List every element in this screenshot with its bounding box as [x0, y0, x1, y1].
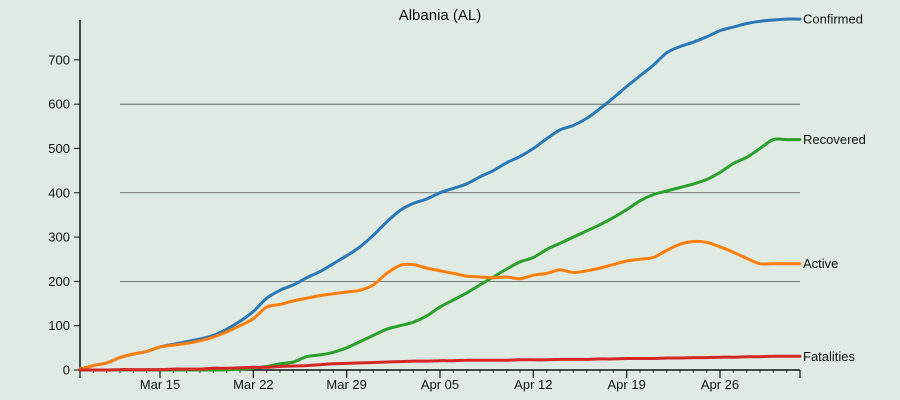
chart-title: Albania (AL): [399, 7, 482, 24]
y-tick-label-700: 700: [48, 52, 70, 67]
series-label-recovered: Recovered: [803, 132, 866, 147]
x-tick-label: Apr 19: [608, 377, 646, 392]
x-tick-label: Mar 29: [326, 377, 366, 392]
y-tick-label-300: 300: [48, 230, 70, 245]
series-label-confirmed: Confirmed: [803, 12, 863, 27]
x-tick-label: Apr 12: [514, 377, 552, 392]
x-tick-label: Mar 22: [233, 377, 273, 392]
x-tick-label: Apr 26: [701, 377, 739, 392]
x-tick-label: Mar 15: [140, 377, 180, 392]
series-labels: Confirmed Recovered Active Fatalities: [803, 12, 866, 364]
y-tick-label-400: 400: [48, 185, 70, 200]
y-tick-label-500: 500: [48, 141, 70, 156]
series-line-confirmed: [78, 17, 802, 371]
series-lines: [78, 17, 802, 372]
series-label-fatalities: Fatalities: [803, 349, 856, 364]
series-line-recovered: [78, 137, 802, 372]
y-tick-label-0: 0: [63, 363, 70, 378]
gridlines: [120, 103, 800, 282]
y-tick-label-200: 200: [48, 274, 70, 289]
x-tick-label: Apr 05: [421, 377, 459, 392]
series-label-active: Active: [803, 256, 838, 271]
series-line-active: [78, 239, 802, 371]
axes: 0 100 200 300 400 500 600 700 Mar 15 Mar 22 Mar 29…: [48, 20, 801, 392]
y-tick-label-100: 100: [48, 318, 70, 333]
series-line-fatalities: [78, 354, 802, 372]
y-tick-label-600: 600: [48, 97, 70, 112]
